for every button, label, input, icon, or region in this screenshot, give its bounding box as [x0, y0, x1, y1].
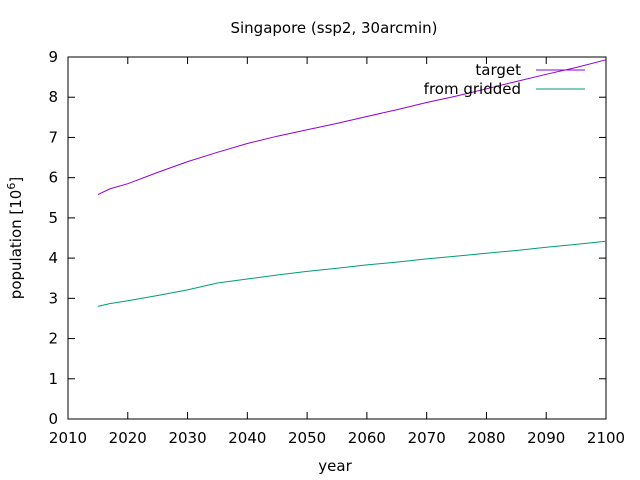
y-axis-label: population [106] — [5, 177, 25, 299]
y-tick-label: 6 — [48, 169, 58, 187]
y-axis-label-suffix: ] — [7, 177, 25, 183]
x-tick-label: 2050 — [288, 429, 326, 447]
y-tick-label: 3 — [48, 289, 58, 307]
legend-label: target — [475, 61, 521, 79]
y-tick-label: 2 — [48, 330, 58, 348]
x-tick-label: 2060 — [348, 429, 386, 447]
series-line-from-gridded — [97, 240, 607, 307]
y-tick-label: 1 — [48, 370, 58, 388]
legend-label: from gridded — [424, 80, 521, 98]
y-tick-label: 7 — [48, 128, 58, 146]
x-axis-label: year — [318, 457, 352, 475]
plot-frame — [67, 56, 607, 420]
x-tick-label: 2100 — [587, 429, 625, 447]
axis-ticks: 0 1 2 3 4 5 6 7 8 9 2010 2020 2030 2040 2050 2060 2070 20… — [48, 48, 625, 447]
y-tick-label: 4 — [48, 249, 58, 267]
series-lines — [97, 59, 607, 307]
y-tick-label: 0 — [48, 410, 58, 428]
y-tick-label: 8 — [48, 88, 58, 106]
y-axis-label-prefix: population [10 — [7, 190, 25, 300]
x-tick-label: 2070 — [408, 429, 446, 447]
x-tick-label: 2090 — [527, 429, 565, 447]
x-tick-label: 2040 — [228, 429, 266, 447]
x-tick-label: 2020 — [109, 429, 147, 447]
y-tick-label: 5 — [48, 209, 58, 227]
y-tick-label: 9 — [48, 48, 58, 66]
x-tick-label: 2080 — [467, 429, 505, 447]
x-tick-label: 2030 — [168, 429, 206, 447]
y-axis-label-exponent: 6 — [5, 183, 18, 190]
chart-title: Singapore (ssp2, 30arcmin) — [230, 19, 437, 37]
series-line-target — [97, 59, 607, 196]
x-tick-label: 2010 — [49, 429, 87, 447]
